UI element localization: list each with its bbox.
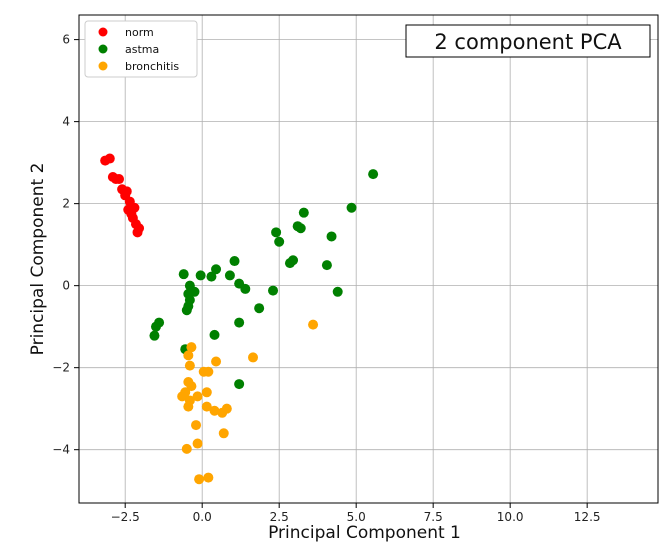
data-points xyxy=(100,153,379,485)
axis-ticks: −2.5 0.0 2.5 5.0 7.5 10.0 12.5 −4 −2 0 2 4 6 xyxy=(52,33,600,524)
astma-point xyxy=(271,227,282,238)
astma-point xyxy=(209,329,220,340)
x-axis-label: Principal Component 1 xyxy=(268,523,461,543)
astma-point xyxy=(298,207,309,218)
legend-label-norm: norm xyxy=(125,26,154,39)
bronchitis-point xyxy=(177,391,188,402)
bronchitis-point xyxy=(248,352,259,363)
x-tick-label: 7.5 xyxy=(424,510,443,524)
bronchitis-point xyxy=(192,438,203,449)
y-tick-label: 6 xyxy=(62,33,70,47)
astma-point xyxy=(206,271,217,282)
legend-marker-astma xyxy=(98,44,108,54)
astma-point xyxy=(229,256,240,267)
astma-point xyxy=(149,330,160,341)
astma-point xyxy=(284,258,295,269)
norm-point xyxy=(132,227,143,238)
legend-marker-norm xyxy=(98,27,108,37)
bronchitis-point xyxy=(191,420,202,431)
chart-title: 2 component PCA xyxy=(434,30,622,54)
bronchitis-point xyxy=(181,443,192,454)
astma-point xyxy=(178,269,189,280)
bronchitis-point xyxy=(192,391,203,402)
x-tick-label: 10.0 xyxy=(497,510,524,524)
astma-point xyxy=(234,379,245,390)
bronchitis-point xyxy=(183,350,194,361)
astma-point xyxy=(346,202,357,213)
y-tick-label: 0 xyxy=(62,279,70,293)
bronchitis-point xyxy=(186,381,197,392)
astma-point xyxy=(268,285,279,296)
bronchitis-point xyxy=(211,356,222,367)
astma-point xyxy=(332,286,343,297)
y-tick-label: 2 xyxy=(62,197,70,211)
astma-point xyxy=(295,223,306,234)
bronchitis-point xyxy=(203,366,214,377)
astma-point xyxy=(326,231,337,242)
norm-point xyxy=(121,186,132,197)
astma-point xyxy=(195,270,206,281)
bronchitis-point xyxy=(308,319,319,330)
legend-frame xyxy=(84,20,198,78)
plot-frame xyxy=(78,14,659,504)
bronchitis-point xyxy=(184,360,195,371)
norm-point xyxy=(114,174,125,185)
y-axis-label: Principal Component 2 xyxy=(28,163,48,356)
astma-point xyxy=(211,264,222,275)
norm-series xyxy=(100,153,145,238)
y-tick-label: −4 xyxy=(52,443,70,457)
bronchitis-point xyxy=(218,428,229,439)
astma-point xyxy=(240,283,251,294)
legend-marker-bronchitis xyxy=(98,61,108,71)
chart-title-box: 2 component PCA xyxy=(405,24,651,58)
bronchitis-point xyxy=(194,474,205,485)
y-tick-label: 4 xyxy=(62,115,70,129)
astma-point xyxy=(224,270,235,281)
y-tick-label: −2 xyxy=(52,361,70,375)
x-tick-label: 12.5 xyxy=(574,510,601,524)
title-frame xyxy=(405,24,651,58)
astma-point xyxy=(181,305,192,316)
norm-point xyxy=(104,153,115,164)
astma-point xyxy=(321,260,332,271)
norm-point xyxy=(129,202,140,213)
astma-point xyxy=(254,303,265,314)
bronchitis-point xyxy=(201,401,212,412)
x-tick-label: 0.0 xyxy=(193,510,212,524)
x-tick-label: 5.0 xyxy=(347,510,366,524)
x-tick-label: −2.5 xyxy=(111,510,140,524)
astma-point xyxy=(150,321,161,332)
bronchitis-point xyxy=(209,405,220,416)
bronchitis-point xyxy=(183,401,194,412)
bronchitis-point xyxy=(221,403,232,414)
legend-label-astma: astma xyxy=(125,43,159,56)
x-tick-label: 2.5 xyxy=(270,510,289,524)
astma-point xyxy=(234,317,245,328)
bronchitis-point xyxy=(201,387,212,398)
bronchitis-point xyxy=(186,342,197,353)
astma-point xyxy=(274,236,285,247)
astma-series xyxy=(149,169,379,390)
legend-label-bronchitis: bronchitis xyxy=(125,60,179,73)
astma-point xyxy=(368,169,379,180)
bronchitis-point xyxy=(203,472,214,483)
legend: norm astma bronchitis xyxy=(84,20,198,78)
bronchitis-series xyxy=(177,319,319,485)
